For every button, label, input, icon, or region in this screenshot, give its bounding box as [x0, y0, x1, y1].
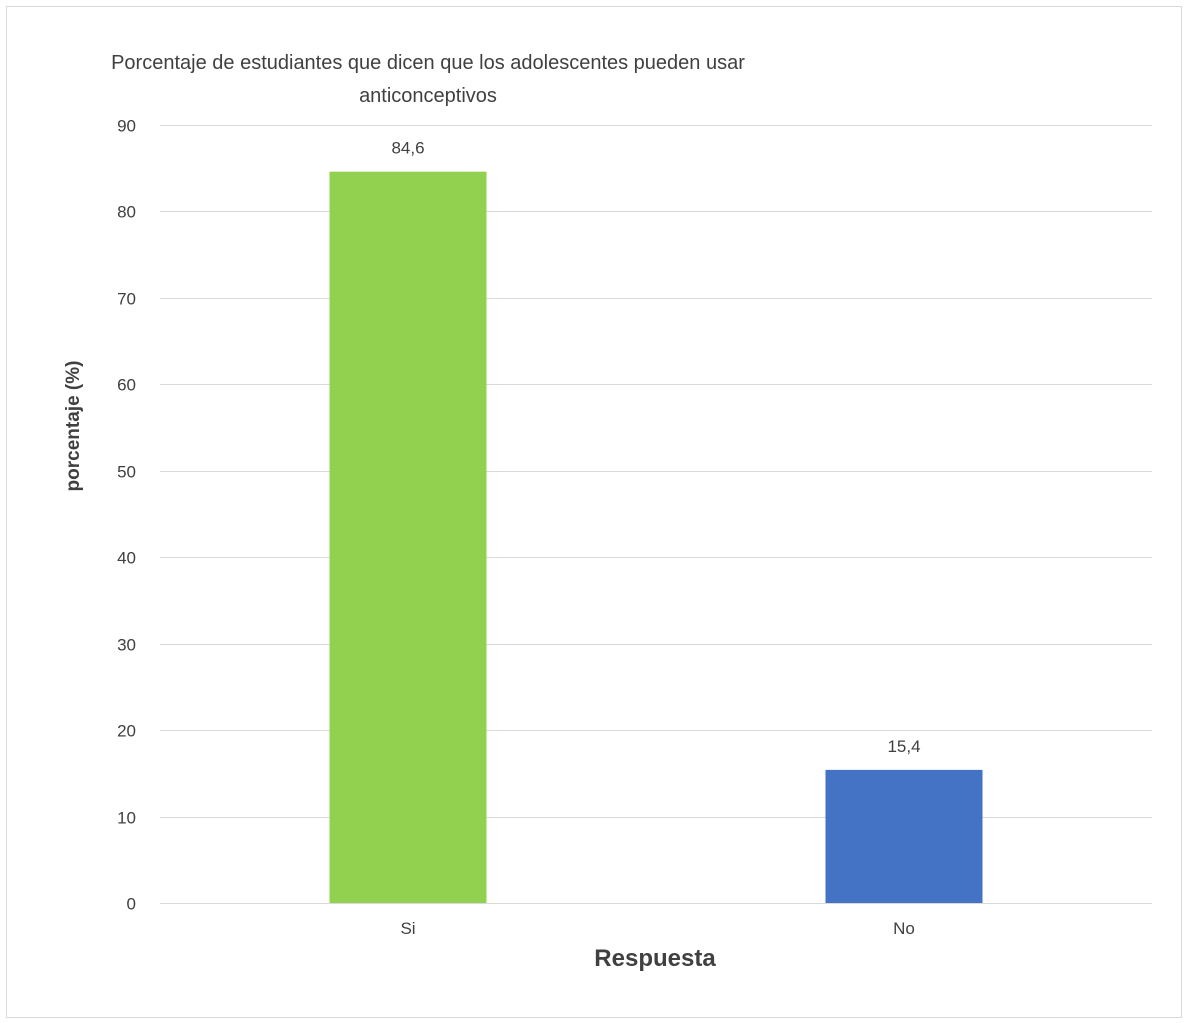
x-tick-label-no: No	[893, 919, 915, 938]
y-tick-label: 10	[117, 809, 136, 828]
y-tick-label: 80	[117, 203, 136, 222]
gridlines	[160, 125, 1152, 904]
y-tick-label: 0	[127, 895, 136, 914]
y-tick-label: 40	[117, 549, 136, 568]
y-tick-label: 70	[117, 290, 136, 309]
data-labels: 84,6 15,4	[391, 139, 920, 756]
x-axis-ticks: Si No	[400, 919, 914, 938]
y-tick-label: 30	[117, 636, 136, 655]
chart-title-line-1: Porcentaje de estudiantes que dicen que …	[111, 52, 745, 74]
bar-no	[825, 769, 983, 903]
x-tick-label-si: Si	[400, 919, 415, 938]
chart-title: Porcentaje de estudiantes que dicen que …	[111, 52, 745, 107]
y-tick-label: 50	[117, 463, 136, 482]
chart-title-line-2: anticonceptivos	[359, 85, 497, 107]
bars	[329, 171, 983, 903]
y-tick-label: 90	[117, 117, 136, 136]
y-axis-ticks: 0 10 20 30 40 50 60 70 80 90	[117, 117, 136, 914]
y-tick-label: 60	[117, 376, 136, 395]
data-label-si: 84,6	[391, 139, 424, 158]
y-tick-label: 20	[117, 722, 136, 741]
chart-frame	[6, 6, 1182, 1018]
bar-si	[329, 171, 487, 903]
data-label-no: 15,4	[887, 737, 920, 756]
x-axis-title: Respuesta	[594, 945, 716, 972]
y-axis-title: porcentaje (%)	[63, 361, 84, 492]
